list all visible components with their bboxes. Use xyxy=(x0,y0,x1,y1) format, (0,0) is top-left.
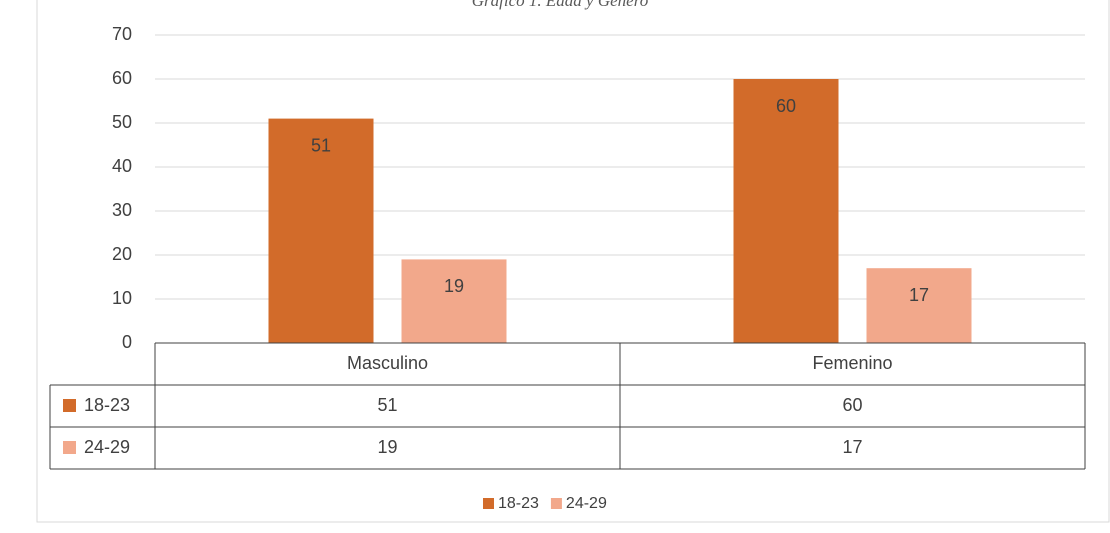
legend-swatch xyxy=(550,498,562,509)
bar xyxy=(401,259,507,343)
table-key xyxy=(63,399,76,412)
chart-title: Gráfico 1. Edad y Género xyxy=(472,0,648,10)
y-tick-label: 10 xyxy=(112,288,132,308)
data-label: 51 xyxy=(311,135,331,155)
y-tick-label: 60 xyxy=(112,68,132,88)
y-tick-label: 0 xyxy=(122,332,132,352)
legend-label: 24-29 xyxy=(566,495,607,512)
data-label: 19 xyxy=(444,276,464,296)
legend-swatch xyxy=(483,498,494,509)
y-tick-label: 40 xyxy=(112,156,132,176)
bar xyxy=(733,79,839,343)
y-tick-label: 20 xyxy=(112,244,132,264)
table-value: 51 xyxy=(377,395,397,415)
x-tick-label: Femenino xyxy=(812,353,892,373)
data-label: 60 xyxy=(776,96,796,116)
y-tick-label: 30 xyxy=(112,200,132,220)
data-label: 17 xyxy=(909,285,929,305)
chart-border xyxy=(36,0,1110,523)
table-value: 17 xyxy=(842,437,862,457)
table-value: 60 xyxy=(842,395,862,415)
table-series-name: 24-29 xyxy=(84,437,130,457)
x-tick-label: Masculino xyxy=(347,353,428,373)
table-key xyxy=(63,441,76,454)
legend-label: 18-23 xyxy=(498,495,539,512)
bar xyxy=(866,268,972,343)
y-tick-label: 70 xyxy=(112,24,132,44)
table-series-name: 18-23 xyxy=(84,395,130,415)
table-value: 19 xyxy=(377,437,397,457)
bar xyxy=(268,118,374,343)
y-tick-label: 50 xyxy=(112,112,132,132)
